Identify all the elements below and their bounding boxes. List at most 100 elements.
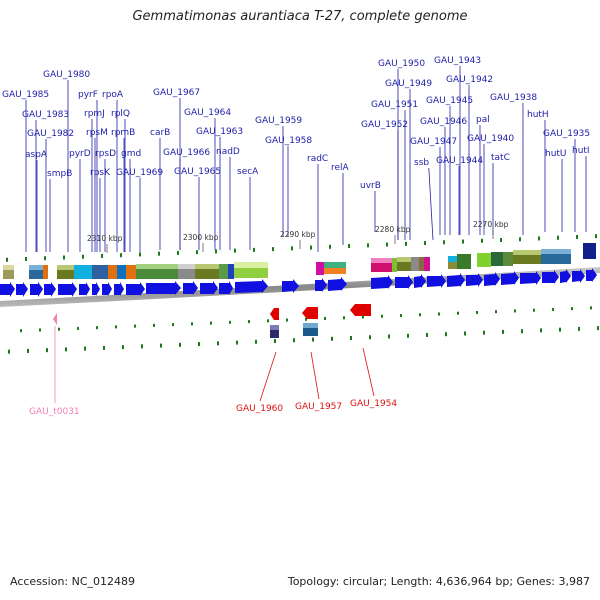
gene-label-top[interactable]: pyrD [69,149,91,159]
gene-label-top[interactable]: ssb [414,158,429,168]
gene-label-top[interactable]: tatC [491,153,510,163]
gene-label-top[interactable]: gmd [121,149,141,159]
gene-arrow[interactable] [30,282,43,297]
gene-arrow[interactable] [395,275,413,289]
gene-label-top[interactable]: radC [307,154,328,164]
gene-arrow[interactable] [92,282,100,296]
gene-label-top[interactable]: uvrB [360,181,381,191]
gene-arrow[interactable] [16,282,28,297]
gene-arrow[interactable] [484,272,500,286]
gene-label-top[interactable]: relA [331,163,350,173]
scale-tick [253,247,255,252]
gene-label-top[interactable]: pyrF [78,90,98,100]
gene-label-top[interactable]: GAU_1951 [371,100,418,110]
gene-label-top[interactable]: GAU_1952 [361,120,408,130]
gene-label-top[interactable]: GAU_1965 [174,167,221,177]
gene-arrow[interactable] [466,273,483,287]
gene-arrow[interactable] [542,270,559,284]
gene-label-top[interactable]: GAU_1938 [490,93,537,103]
gene-label-top[interactable]: GAU_1980 [43,70,90,80]
gene-arrow[interactable] [586,268,597,282]
gene-label-top[interactable]: rpoA [102,90,124,100]
kbp-label: 2290 kbp [280,230,316,239]
gene-label-top[interactable]: rpmB [111,128,135,138]
gene-arrow[interactable] [102,282,112,296]
gene-label-top[interactable]: GAU_1943 [434,56,481,66]
scale-tick [483,330,485,335]
gene-arrow[interactable] [219,281,233,295]
gene-label-top[interactable]: GAU_1959 [255,116,302,126]
gene-label-top[interactable]: GAU_1985 [2,90,49,100]
gene-arrow[interactable] [414,274,426,288]
gene-label-top[interactable]: carB [150,128,170,138]
gene-label-rna[interactable]: GAU_t0031 [29,407,80,417]
gene-label-top[interactable]: smpB [47,169,72,179]
gene-label-top[interactable]: hutU [545,149,567,159]
gene-label-top[interactable]: GAU_1946 [420,117,467,127]
gene-label-top[interactable]: secA [237,167,259,177]
gene-arrow[interactable] [126,282,145,296]
gene-label-top[interactable]: GAU_1958 [265,136,312,146]
gene-label-top[interactable]: GAU_1983 [22,110,69,120]
scale-tick [236,340,238,345]
gene-label-top[interactable]: pal [476,115,490,125]
gene-label-top[interactable]: GAU_1964 [184,108,231,118]
gene-arrow[interactable] [146,281,181,295]
gene-label-top[interactable]: rpsD [95,149,116,159]
gene-label-top[interactable]: nadD [216,147,240,157]
kbp-label: 2310 kbp [87,234,123,243]
scale-ticks [6,234,599,354]
gene-arrow[interactable] [282,279,299,293]
gene-label-bottom[interactable]: GAU_1960 [236,404,283,414]
gene-arrow[interactable] [79,282,90,296]
gene-label-top[interactable]: GAU_1942 [446,75,493,85]
gene-arrow[interactable] [235,279,268,293]
gene-label-top[interactable]: GAU_1944 [436,156,483,166]
gene-label-top[interactable]: GAU_1950 [378,59,425,69]
gene-arrow[interactable] [560,269,571,283]
gene-arrow[interactable] [200,281,218,295]
gene-label-top[interactable]: rpsM [86,128,108,138]
gene-arrow-gau1960[interactable] [270,308,279,320]
gene-label-top[interactable]: GAU_1963 [196,127,243,137]
gene-arrow[interactable] [0,282,15,297]
gene-label-bottom[interactable]: GAU_1954 [350,399,397,409]
scale-tick [519,237,521,242]
gene-arrow[interactable] [183,281,198,295]
gene-label-top[interactable]: GAU_1949 [385,79,432,89]
gene-arrow-gau1957[interactable] [302,307,318,319]
rna-marker[interactable] [53,313,57,325]
gene-arrow[interactable] [501,271,519,285]
gene-label-top[interactable]: GAU_1966 [163,148,210,158]
gene-arrow[interactable] [114,282,124,296]
gene-arrow[interactable] [371,275,393,289]
scale-tick [457,311,459,315]
gene-arrow-gau1954[interactable] [350,304,371,316]
gene-arrow[interactable] [572,269,585,283]
gene-label-top[interactable]: rplQ [111,109,130,119]
gene-label-top[interactable]: hutH [527,110,549,120]
gene-label-top[interactable]: hutI [572,146,590,156]
scale-tick [158,251,160,256]
gene-label-top[interactable]: GAU_1967 [153,88,200,98]
gene-arrow[interactable] [44,282,56,297]
gene-label-bottom[interactable]: GAU_1957 [295,402,342,412]
gene-arrow[interactable] [315,278,327,292]
gene-label-top[interactable]: aspA [25,150,48,160]
gene-label-top[interactable]: GAU_1935 [543,129,590,139]
forward-feature-band [3,243,596,279]
gene-arrow[interactable] [328,277,347,291]
gene-arrow[interactable] [520,271,541,285]
scale-tick [179,342,181,347]
gene-label-top[interactable]: GAU_1940 [467,134,514,144]
gene-label-top[interactable]: GAU_1947 [410,137,457,147]
gene-arrow[interactable] [427,274,446,288]
gene-arrow[interactable] [58,282,77,297]
gene-label-top[interactable]: GAU_1982 [27,129,74,139]
gene-label-top[interactable]: rpsK [90,168,111,178]
gene-label-top[interactable]: GAU_1945 [426,96,473,106]
gene-label-top[interactable]: rpmJ [84,109,105,119]
gene-arrow[interactable] [447,273,465,287]
gene-label-top[interactable]: GAU_1969 [116,168,163,178]
scale-tick [96,326,98,330]
